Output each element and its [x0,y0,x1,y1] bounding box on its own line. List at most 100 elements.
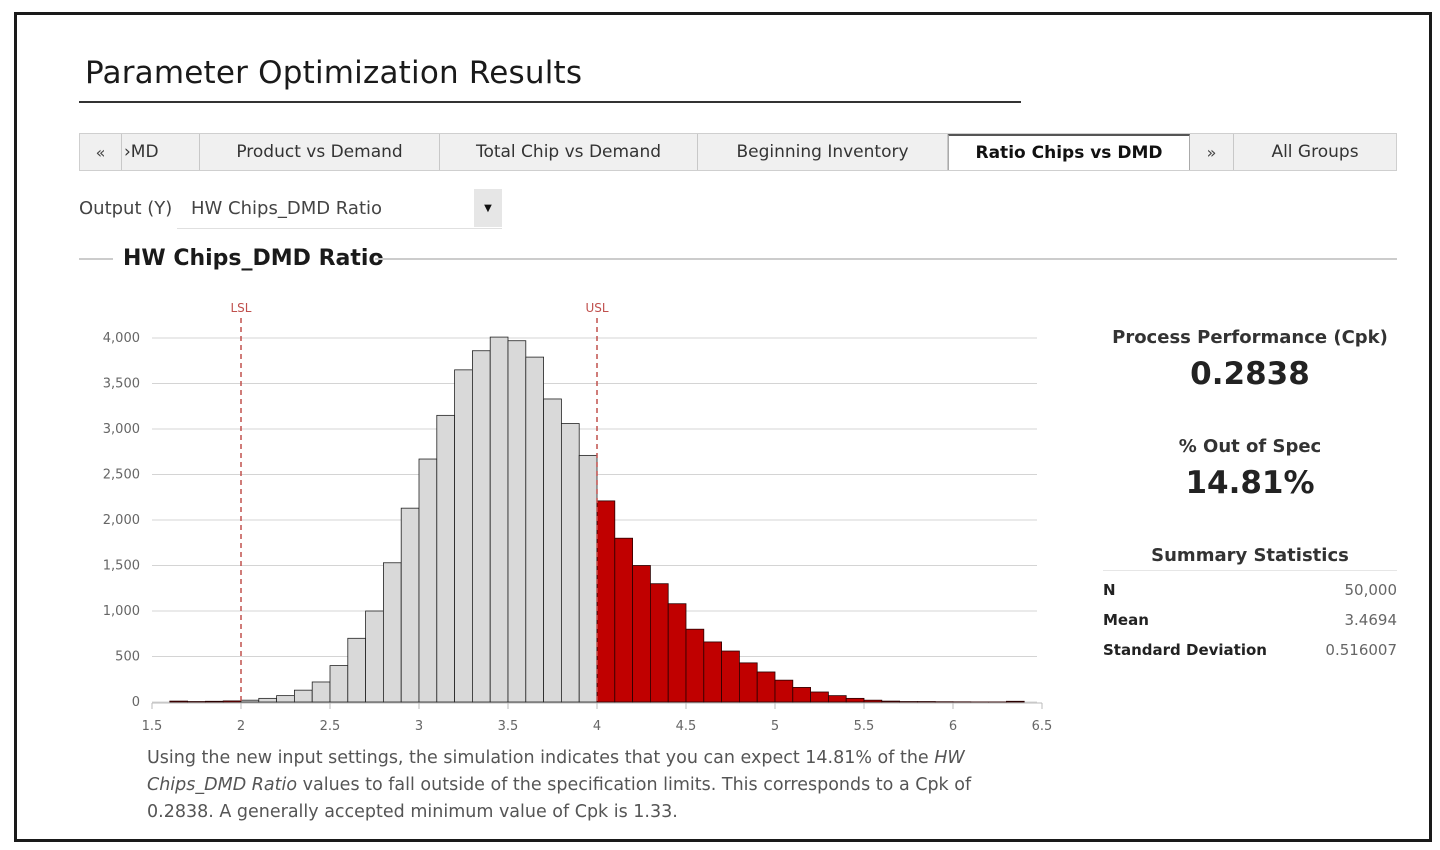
y-tick-label: 3,500 [103,377,140,392]
histogram-bar [240,699,260,703]
x-tick-label: 3 [415,719,423,734]
stats-value: 0.516007 [1325,641,1397,659]
histogram-bar-out-of-spec [774,679,794,703]
tab-total-chip-vs-demand[interactable]: Total Chip vs Demand [440,134,698,170]
cpk-value: 0.2838 [1190,356,1310,392]
x-tick-label: 2 [237,719,245,734]
histogram-chart: 0 500 1,000 1,500 2,000 2,500 3,000 3,500 4,000 1… [103,301,1053,734]
out-of-spec-label: % Out of Spec [1178,436,1322,457]
histogram-bar [293,689,313,703]
histogram-bar [382,562,402,703]
y-tick-label: 2,000 [103,513,140,528]
y-tick-label: 4,000 [103,331,140,346]
histogram-bar-out-of-spec [881,700,900,703]
chevron-down-icon[interactable]: ▼ [474,189,502,227]
stats-row-mean: Mean 3.4694 [1103,605,1397,635]
histogram-bar [507,340,527,703]
histogram-bar [489,336,509,703]
stats-value: 50,000 [1344,581,1398,599]
x-tick-label: 5.5 [854,719,875,734]
histogram-bar-out-of-spec [845,697,865,703]
lsl-label: LSL [231,301,252,315]
histogram-bar-out-of-spec [756,671,776,703]
histogram-bar-out-of-spec [614,537,633,703]
histogram-bar-out-of-spec [222,700,242,703]
x-tick-label: 3.5 [498,719,519,734]
histogram-bar [560,423,580,703]
tabs-prev-button[interactable]: « [80,134,122,170]
y-tick-label: 1,500 [103,559,140,574]
histogram-bar [436,414,455,703]
y-tick-label: 1,000 [103,604,140,619]
histogram-bar [347,637,366,703]
x-tick-label: 4.5 [676,719,697,734]
app-window: Parameter Optimization Results « ›MD Pro… [14,12,1432,842]
histogram-bar [471,350,491,703]
title-divider [79,101,1021,103]
section-divider-left [79,258,113,260]
stats-label: N [1103,581,1116,599]
summary-stats-title: Summary Statistics [1103,545,1397,571]
x-tick-label: 6 [949,719,957,734]
histogram-bar-out-of-spec [792,687,811,703]
stats-label: Standard Deviation [1103,641,1267,659]
histogram-bar-out-of-spec [739,662,758,703]
histogram-bar [418,458,438,703]
histogram-bar [329,665,349,703]
histogram-bar [525,356,544,703]
histogram-bar [543,398,562,703]
tab-product-vs-demand[interactable]: Product vs Demand [200,134,440,170]
histogram-bar-out-of-spec [169,700,189,703]
x-tick-label: 1.5 [142,719,163,734]
output-select[interactable]: HW Chips_DMD Ratio ▼ [177,189,502,229]
histogram-bar [578,454,598,703]
tab-beginning-inventory[interactable]: Beginning Inventory [698,134,948,170]
histogram-bar-out-of-spec [205,700,224,703]
histogram-bar [454,369,473,703]
stats-row-std-dev: Standard Deviation 0.516007 [1103,635,1397,665]
x-tick-label: 4 [593,719,601,734]
stats-label: Mean [1103,611,1149,629]
y-tick-label: 3,000 [103,422,140,437]
results-description: Using the new input settings, the simula… [147,745,997,826]
histogram-bar-out-of-spec [685,628,705,703]
y-tick-label: 2,500 [103,468,140,483]
histogram-bar-out-of-spec [596,500,616,703]
histogram-bar [365,610,384,703]
histogram-bar-out-of-spec [1006,700,1025,703]
section-title: HW Chips_DMD Ratio [123,246,384,271]
page-title: Parameter Optimization Results [85,55,583,91]
x-tick-label: 2.5 [320,719,341,734]
description-text-2: values to fall outside of the specificat… [147,775,972,822]
histogram-bar-out-of-spec [810,691,829,703]
tabs-next-button[interactable]: » [1190,134,1234,170]
metrics-panel: Process Performance (Cpk) 0.2838 % Out o… [1103,327,1397,665]
cpk-label: Process Performance (Cpk) [1112,327,1388,348]
output-select-value: HW Chips_DMD Ratio [191,198,383,219]
histogram-bar-out-of-spec [667,603,687,703]
histogram-bar [258,697,278,703]
tab-dmd[interactable]: ›MD [122,134,200,170]
histogram-bar [400,507,420,703]
histogram-bar-out-of-spec [703,641,722,703]
x-tick-label: 5 [771,719,779,734]
histogram-bar-out-of-spec [632,565,651,703]
histogram-bar-out-of-spec [650,583,669,703]
histogram-bar [276,695,295,703]
description-text-1: Using the new input settings, the simula… [147,748,935,768]
histogram-bar-out-of-spec [863,699,883,703]
output-label: Output (Y) [79,198,173,219]
usl-label: USL [585,301,608,315]
stats-row-n: N 50,000 [1103,575,1397,605]
histogram-bar [311,681,331,703]
stats-value: 3.4694 [1344,611,1398,629]
histogram-bar-out-of-spec [828,695,847,703]
tab-all-groups[interactable]: All Groups [1271,142,1359,162]
histogram-bar-out-of-spec [721,650,740,703]
tab-bar: « ›MD Product vs Demand Total Chip vs De… [79,133,1397,171]
out-of-spec-value: 14.81% [1185,465,1315,501]
description-output-name: HW Chips_DMD Ratio [147,748,965,795]
y-tick-label: 0 [132,695,140,710]
section-divider-right [375,258,1397,260]
tab-ratio-chips-vs-dmd[interactable]: Ratio Chips vs DMD [948,134,1190,170]
